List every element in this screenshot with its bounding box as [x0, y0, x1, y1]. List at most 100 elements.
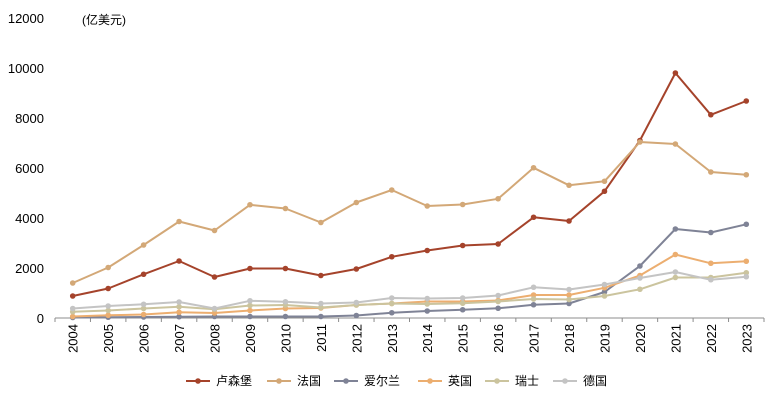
- data-point: [424, 295, 431, 302]
- data-point: [247, 307, 253, 314]
- data-point: [424, 301, 431, 307]
- data-point: [353, 199, 360, 206]
- data-point: [105, 312, 111, 319]
- legend-swatch-marker: [343, 378, 349, 384]
- data-point: [601, 178, 608, 185]
- data-point: [672, 251, 679, 258]
- data-point: [743, 171, 750, 178]
- legend-label: 卢森堡: [216, 373, 252, 388]
- x-tick-label: 2010: [278, 324, 293, 353]
- data-point: [459, 201, 466, 208]
- data-point: [637, 286, 643, 293]
- data-point: [459, 242, 466, 249]
- data-point: [353, 266, 360, 272]
- data-point: [672, 226, 679, 232]
- data-point: [495, 195, 501, 202]
- unit-label: (亿美元): [82, 12, 126, 27]
- legend: 卢森堡 法国 爱尔兰 英国 瑞士 德国: [186, 373, 607, 388]
- data-point: [743, 258, 750, 265]
- x-tick-label: 2020: [633, 324, 648, 353]
- data-point: [247, 201, 253, 208]
- data-point: [637, 263, 643, 269]
- data-point: [176, 218, 182, 225]
- data-point: [743, 221, 750, 228]
- data-point: [530, 164, 537, 171]
- data-point: [672, 269, 679, 275]
- x-tick-label: 2016: [491, 324, 506, 353]
- data-point: [176, 258, 182, 264]
- x-tick-label: 2012: [349, 324, 364, 353]
- data-point: [69, 313, 76, 320]
- legend-item: 卢森堡: [186, 373, 252, 388]
- legend-swatch-marker: [562, 378, 568, 384]
- legend-swatch-marker: [195, 378, 201, 384]
- data-point: [566, 300, 572, 307]
- y-axis: 0 2000 4000 6000 8000 10000 12000: [8, 11, 44, 326]
- data-point: [388, 309, 395, 316]
- data-point: [140, 301, 147, 308]
- series-group: [69, 70, 750, 299]
- data-point: [566, 286, 572, 293]
- data-point: [424, 308, 431, 314]
- data-point: [140, 271, 147, 278]
- data-point: [140, 305, 147, 312]
- data-point: [247, 313, 253, 320]
- series-group: [69, 269, 750, 315]
- data-point: [530, 301, 537, 308]
- data-point: [566, 218, 572, 224]
- data-point: [282, 313, 289, 320]
- data-point: [530, 214, 537, 221]
- legend-label: 法国: [297, 374, 321, 388]
- data-point: [282, 205, 289, 212]
- data-point: [495, 298, 501, 305]
- data-point: [247, 302, 253, 309]
- data-point: [601, 188, 608, 195]
- x-tick-label: 2008: [208, 324, 223, 353]
- data-point: [601, 289, 608, 295]
- legend-item: 德国: [553, 373, 607, 388]
- data-point: [388, 300, 395, 307]
- x-axis: 2004 2005 2006 2007 2008 2009 2010 2011 2012 2013…: [54, 317, 765, 353]
- data-point: [176, 309, 182, 316]
- data-point: [105, 307, 111, 314]
- series-line: [72, 223, 747, 319]
- x-tick-label: 2004: [66, 324, 81, 353]
- x-tick-label: 2019: [597, 324, 612, 353]
- data-point: [637, 275, 643, 281]
- data-point: [318, 272, 324, 279]
- series-group: [69, 251, 750, 320]
- series-line: [72, 72, 747, 297]
- series-line: [72, 271, 747, 310]
- legend-swatch-marker: [494, 378, 500, 384]
- legend-swatch-marker: [427, 378, 433, 384]
- data-point: [69, 280, 76, 286]
- x-tick-label: 2023: [739, 324, 754, 353]
- data-point: [601, 293, 608, 299]
- x-tick-label: 2018: [562, 324, 577, 353]
- data-point: [211, 305, 218, 312]
- data-point: [105, 264, 111, 271]
- data-point: [388, 253, 395, 260]
- y-tick-label: 2000: [15, 261, 44, 276]
- y-tick-label: 4000: [15, 211, 44, 226]
- data-point: [708, 169, 714, 175]
- data-point: [318, 219, 324, 226]
- x-tick-label: 2017: [527, 324, 542, 353]
- y-tick-label: 8000: [15, 111, 44, 126]
- data-point: [708, 260, 714, 267]
- legend-label: 瑞士: [515, 374, 539, 388]
- x-tick-label: 2006: [137, 324, 152, 353]
- data-point: [69, 293, 76, 299]
- data-point: [176, 313, 182, 320]
- data-point: [459, 300, 466, 307]
- data-point: [566, 296, 572, 303]
- data-point: [495, 241, 501, 247]
- series-line: [72, 141, 747, 284]
- x-tick-label: 2015: [456, 324, 471, 353]
- data-point: [318, 300, 324, 307]
- legend-item: 英国: [418, 374, 472, 388]
- series-layer: [69, 70, 750, 321]
- data-point: [282, 298, 289, 305]
- data-point: [282, 265, 289, 272]
- data-point: [140, 311, 147, 318]
